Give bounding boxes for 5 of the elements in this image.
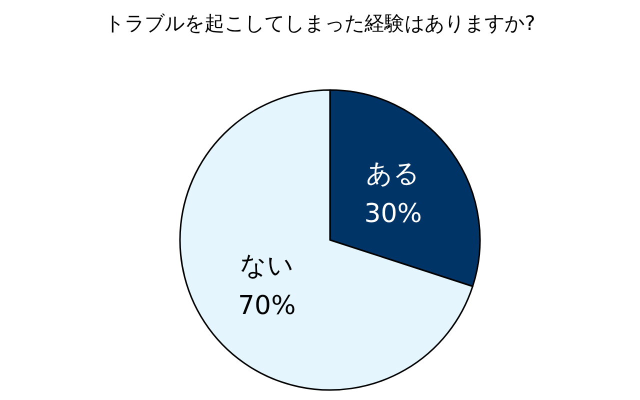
data-label: 70% xyxy=(238,290,296,321)
slice-label: ない xyxy=(240,250,294,281)
slice-label: ある xyxy=(366,159,420,190)
data-label: 30% xyxy=(364,199,422,230)
chart-title: トラブルを起こしてしまった経験はありますか? xyxy=(104,11,536,35)
